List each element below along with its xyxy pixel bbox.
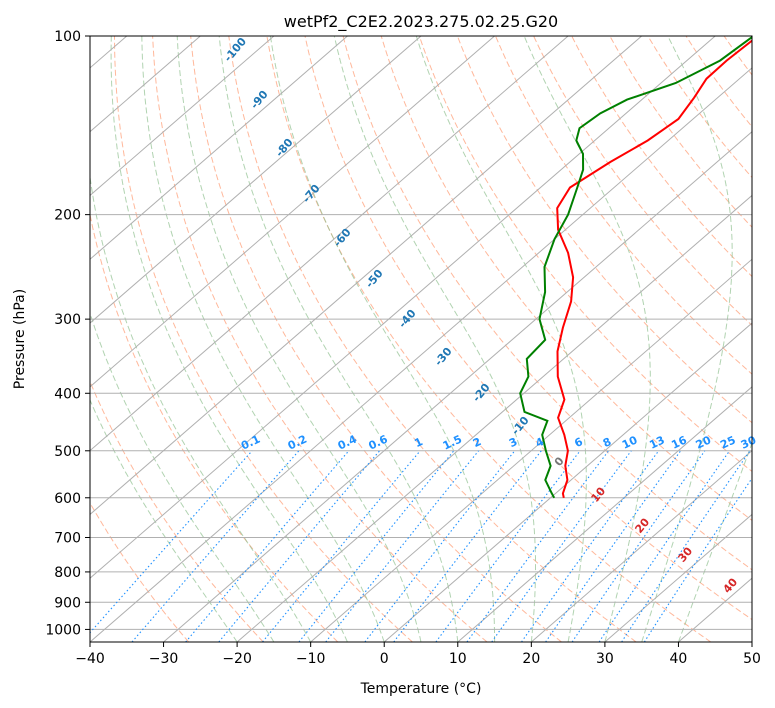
y-axis-label: Pressure (hPa) [12, 289, 28, 389]
x-tick-label: 50 [743, 651, 761, 667]
mixing-ratio-line [435, 450, 581, 642]
y-tick-label: 100 [54, 29, 81, 45]
mixing-ratio-line [491, 450, 632, 642]
x-tick-label: 20 [522, 651, 540, 667]
chart-title: wetPf2_C2E2.2023.275.02.25.G20 [284, 12, 558, 32]
isotherm-line [310, 258, 752, 642]
y-tick-label: 500 [54, 444, 81, 460]
y-tick-label: 900 [54, 595, 81, 611]
x-tick-label: −20 [222, 651, 252, 667]
dry-adiabat-line [304, 36, 752, 621]
x-tick-label: −40 [75, 651, 105, 667]
mixing-ratio-line [218, 450, 381, 642]
mixing-ratio-label: 10 [620, 433, 640, 451]
mixing-ratio-label: 25 [718, 433, 737, 451]
dry-adiabat-line [90, 212, 339, 642]
mixing-ratio-line [521, 450, 660, 642]
moist-adiabat-line [141, 36, 385, 642]
isotherm-line [90, 36, 569, 452]
y-tick-label: 400 [54, 386, 81, 402]
mixing-ratio-line [621, 450, 751, 642]
y-tick-label: 300 [54, 312, 81, 328]
mixing-ratio-layer [90, 450, 752, 642]
moist-adiabat-line [110, 36, 348, 642]
profile-line [519, 36, 752, 499]
x-tick-label: −10 [296, 651, 326, 667]
isotherms-layer [90, 36, 752, 642]
mixing-ratio-label: 20 [694, 433, 714, 451]
dry-adiabat-line [342, 36, 752, 571]
moist-adiabat-line [269, 36, 496, 642]
mixing-ratio-line [325, 450, 480, 642]
y-tick-label: 1000 [45, 622, 81, 638]
profile-line [556, 39, 752, 499]
mixing-ratio-label: 13 [647, 433, 666, 451]
plot-frame [89, 35, 753, 643]
dry-adiabat-line [228, 36, 637, 642]
x-tick-label: 30 [596, 651, 614, 667]
isobars-layer [90, 36, 752, 630]
plot-area [90, 36, 752, 642]
mixing-ratio-line [466, 450, 610, 642]
x-tick-label: −30 [149, 651, 179, 667]
dry-adiabat-line [90, 380, 264, 642]
isotherm-line [163, 131, 752, 642]
moist-adiabat-line [218, 36, 459, 642]
isotherm-line [236, 194, 752, 642]
isotherm-line [531, 449, 752, 642]
moist-adiabat-line [333, 36, 536, 642]
mixing-ratio-line [598, 450, 730, 642]
isotherm-line [90, 36, 716, 579]
y-tick-label: 200 [54, 208, 81, 224]
x-tick-label: 0 [380, 651, 389, 667]
moist-adiabat-line [415, 36, 587, 642]
isotherm-line [604, 513, 752, 642]
mixing-ratio-line [262, 450, 421, 642]
dry-adiabat-line [190, 36, 562, 642]
profiles-layer [519, 36, 752, 499]
isotherm-line [90, 67, 752, 642]
dry-adiabat-line [152, 36, 488, 642]
mixing-ratio-line [643, 477, 752, 642]
dry-adiabat-line [495, 36, 752, 375]
isotherm-line [383, 322, 752, 642]
mixing-ratio-line [131, 450, 300, 642]
x-tick-label: 40 [670, 651, 688, 667]
x-axis-label: Temperature (°C) [360, 681, 482, 697]
axes-layer: −40 −30 −20 −10 0 10 20 30 40 50 1000 900 800 700 600 5… [45, 29, 761, 667]
mixing-ratio-line [298, 450, 455, 642]
isotherm-line [90, 36, 348, 260]
isotherm-line [90, 36, 275, 197]
x-tick-label: 10 [449, 651, 467, 667]
y-tick-label: 600 [54, 491, 81, 507]
mixing-ratio-label: 30 [739, 433, 759, 451]
dry-adiabat-line [90, 502, 190, 642]
mixing-ratio-label: 16 [669, 433, 689, 451]
mixing-ratio-line [90, 450, 253, 634]
isotherm-line [90, 36, 422, 324]
mixing-ratio-line [545, 450, 682, 642]
isotherm-line [90, 36, 495, 388]
moist-adiabat-line [176, 36, 422, 642]
isotherm-line [90, 36, 642, 516]
mixing-ratio-line [571, 450, 706, 642]
y-tick-label: 800 [54, 565, 81, 581]
moist-adiabat-line [677, 441, 752, 642]
dry-adiabat-line [266, 36, 712, 642]
moist-adiabat-line [641, 36, 733, 642]
isotherm-line [457, 386, 752, 642]
dry-adiabat-line [533, 36, 752, 327]
y-tick-label: 700 [54, 531, 81, 547]
moist-adiabat-line [90, 311, 275, 642]
